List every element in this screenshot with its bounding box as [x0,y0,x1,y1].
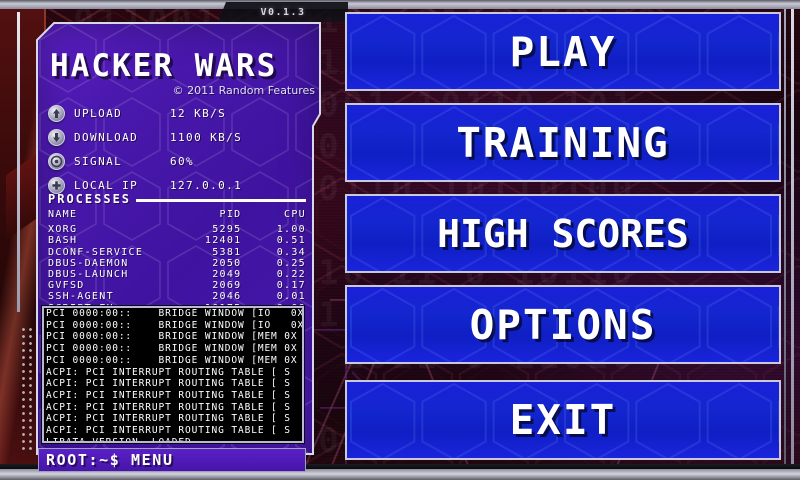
process-cpu: 0.17 [276,280,306,292]
download-arrow-icon [48,128,65,146]
system-log-lines: PCI 0000:00:: BRIDGE WINDOW [IO 0X PCI 00… [44,308,304,443]
play-button[interactable]: PLAY [345,12,781,91]
stat-value-local-ip: 127.0.0.1 [170,178,243,192]
terminal-log-line: LIBATA VERSION LOADED [46,436,192,443]
processes-col-pid: PID [219,209,242,220]
terminal-log-line: ACPI: PCI INTERRUPT ROUTING TABLE [ S [46,425,291,437]
main-menu-buttons: PLAY TRAINING HIGH SCORES OPTIONS EXIT [345,12,781,468]
training-button-label: TRAINING [456,118,670,167]
processes-heading-rule [136,199,306,202]
plus-network-icon [48,176,65,194]
processes-col-name: NAME [48,209,78,220]
exit-button[interactable]: EXIT [345,380,781,460]
process-row: GVFSD 2069 0.17 [48,280,306,291]
signal-target-icon [48,152,65,170]
stat-value-signal: 60% [170,154,195,168]
terminal-log-line: PCI 0000:00:: BRIDGE WINDOW [IO 0X [46,308,304,319]
button-hexagon-texture [347,14,779,89]
process-name: BASH [48,235,78,247]
process-pid: 5381 [212,246,242,258]
process-pid: 2069 [212,280,242,292]
button-hexagon-texture [347,105,779,180]
stat-label-download: DOWNLOAD [74,130,139,144]
process-pid: 5295 [212,224,242,236]
left-rail-perforation-strip [20,326,38,454]
play-button-label: PLAY [509,27,617,76]
top-frame-bar [0,0,800,9]
process-name: DBUS-LAUNCH [48,269,129,281]
training-button[interactable]: TRAINING [345,103,781,182]
process-name: SSH-AGENT [48,291,114,303]
terminal-log-line: ACPI: PCI INTERRUPT ROUTING TABLE [ S [46,389,291,401]
high-scores-button-label: HIGH SCORES [437,211,689,256]
process-row: DBUS-DAEMON 2050 0.25 [48,258,306,269]
process-cpu: 0.22 [276,269,306,281]
stat-label-signal: SIGNAL [74,154,123,168]
processes-header-row: NAME PID CPU [48,209,306,224]
process-pid: 2049 [212,269,242,281]
network-stats-list: UPLOAD 12 KB/S DOWNLOAD 1100 KB/S SIGNAL… [48,102,310,198]
right-frame-rail [791,9,794,464]
process-pid: 2050 [212,257,242,269]
process-row: XORG 5295 1.00 [48,224,306,235]
terminal-log-line: ACPI: PCI INTERRUPT ROUTING TABLE [ S [46,401,291,413]
process-row: BASH 12401 0.51 [48,235,306,246]
process-cpu: 0.25 [276,257,306,269]
stat-value-download: 1100 KB/S [170,130,243,144]
options-button[interactable]: OPTIONS [345,285,781,364]
process-cpu: 1.00 [276,224,306,236]
high-scores-button[interactable]: HIGH SCORES [345,194,781,273]
process-name: GVFSD [48,280,85,292]
button-hexagon-texture [347,382,779,458]
process-cpu: 0.01 [276,291,306,303]
process-pid: 12401 [204,235,242,247]
terminal-log-line: PCI 0000:00:: BRIDGE WINDOW [MEM 0X [46,354,298,366]
stat-row-download: DOWNLOAD 1100 KB/S [48,126,310,148]
stat-row-upload: UPLOAD 12 KB/S [48,102,310,124]
process-pid: 2046 [212,291,242,303]
stat-value-upload: 12 KB/S [170,106,227,120]
process-row: SSH-AGENT 2046 0.01 [48,291,306,302]
stat-label-local-ip: LOCAL IP [74,178,139,192]
process-name: DBUS-DAEMON [48,257,129,269]
processes-heading-row: PROCESSES [48,192,306,206]
process-name: DCONF-SERVICE [48,246,144,258]
right-frame-rail-inner [784,9,786,464]
shell-prompt-text: ROOT:~$ MENU [46,451,174,469]
terminal-log-line: ACPI: PCI INTERRUPT ROUTING TABLE [ S [46,413,291,425]
button-hexagon-texture [347,196,779,271]
bottom-frame-shadow [0,464,800,469]
exit-button-label: EXIT [509,396,617,444]
processes-col-cpu: CPU [284,209,306,220]
stat-row-local-ip: LOCAL IP 127.0.0.1 [48,174,310,196]
upload-arrow-icon [48,104,65,122]
button-hexagon-texture [347,287,779,362]
terminal-log-line: ACPI: PCI INTERRUPT ROUTING TABLE [ S [46,378,291,390]
stat-label-upload: UPLOAD [74,106,123,120]
processes-heading: PROCESSES [48,192,132,206]
bottom-frame-bar [0,469,800,480]
process-cpu: 0.34 [276,246,306,258]
game-title: HACKER WARS [50,48,278,84]
terminal-log-line: ACPI: PCI INTERRUPT ROUTING TABLE [ S [46,366,291,378]
version-label: V0.1.3 [218,2,348,22]
process-row: DCONF-SERVICE 5381 0.34 [48,247,306,258]
terminal-log-line: PCI 0000:00:: BRIDGE WINDOW [MEM 0X [46,331,298,343]
terminal-log-line: PCI 0000:00:: BRIDGE WINDOW [IO 0X [46,319,304,331]
process-row: DBUS-LAUNCH 2049 0.22 [48,269,306,280]
system-log-terminal[interactable]: PCI 0000:00:: BRIDGE WINDOW [IO 0X PCI 00… [42,306,304,443]
left-rail-white-stripe [17,12,20,312]
process-cpu: 0.51 [276,235,306,247]
options-button-label: OPTIONS [469,300,657,349]
stat-row-signal: SIGNAL 60% [48,150,310,172]
process-name: XORG [48,224,78,236]
copyright-text: © 2011 Random Features [172,84,315,97]
shell-prompt-bar: ROOT:~$ MENU [38,448,306,472]
terminal-log-line: PCI 0000:00:: BRIDGE WINDOW [MEM 0X [46,343,298,355]
